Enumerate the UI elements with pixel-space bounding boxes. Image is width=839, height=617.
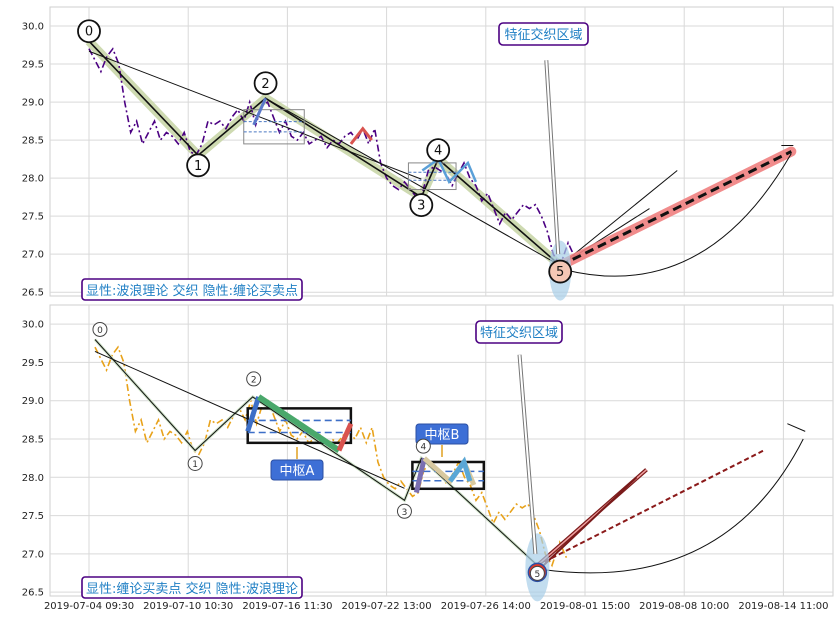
legend-text: 显性:波浪理论 交织 隐性:缠论买卖点 [86,283,298,299]
projection-line [559,150,792,267]
zig-segment [413,457,427,494]
wave-label: 0 [97,326,103,336]
zig-segment [448,456,473,483]
zig-segment [349,126,373,145]
y-tick-label: 28.5 [22,136,44,147]
y-tick-label: 26.5 [22,588,44,599]
trend-line [265,97,561,267]
zig-segment [336,422,354,452]
wave-label: 2 [261,77,269,92]
y-tick-label: 30.0 [22,320,44,331]
projection-line [536,449,765,567]
legend-box [81,278,303,301]
wave-label: 0 [85,25,93,40]
zig-segment [245,396,261,433]
zig-segment [421,157,478,185]
callout-arrow-inner [518,354,537,554]
wave-label: 5 [535,570,541,580]
wave-label: 1 [194,159,202,174]
y-tick-label: 29.5 [22,358,44,369]
wave-label: 2 [251,375,257,385]
zig-segment [252,97,267,126]
y-tick-label: 29.0 [22,396,44,407]
x-tick-label: 2019-08-01 15:00 [540,601,630,612]
wave-label-circle [529,565,545,581]
x-tick-label: 2019-07-04 09:30 [44,601,134,612]
fan-line [559,170,678,266]
x-tick-label: 2019-07-10 10:30 [143,601,233,612]
pivot-box [243,109,305,145]
pivot-label-a-bg [270,459,324,481]
callout-text: 特征交织区域 [504,27,582,43]
y-tick-label: 28.5 [22,435,44,446]
wave-label: 4 [434,144,442,159]
y-tick-label: 27.0 [22,250,44,261]
pivot-label-b: 中枢B [425,428,460,443]
wave-label-circle [415,438,431,454]
wave-label-circle [409,193,434,218]
wave-label-circle [246,371,262,387]
wave-label-circle [186,153,211,178]
wave-label-circle [426,138,451,163]
wave-label: 4 [420,443,426,453]
y-tick-label: 27.5 [22,212,44,223]
legend-box [81,576,303,599]
y-tick-label: 27.0 [22,549,44,560]
wave-label-circle [396,503,412,519]
projection-arc [564,153,792,277]
callout-box [475,320,563,344]
legend-text: 显性:缠论买卖点 交织 隐性:波浪理论 [86,581,298,597]
wave-label: 5 [556,265,564,280]
x-tick-label: 2019-08-08 10:00 [639,601,729,612]
y-tick-label: 30.0 [22,22,44,33]
pivot-label-a: 中枢A [280,464,315,479]
callout-text: 特征交织区域 [480,325,558,341]
wave-label-circle [253,71,278,96]
wave-label-circle [77,19,101,44]
wave-label-circle [92,321,108,337]
wave-line [94,339,538,566]
wave-label-circle [548,259,573,284]
wave-label: 3 [402,508,408,518]
callout-box [498,22,589,46]
wave-label-circle [187,456,203,471]
fan-line [540,476,638,569]
callout-arrow-inner [545,60,560,255]
y-tick-label: 26.5 [22,288,44,299]
wave-line [88,40,561,267]
y-tick-label: 28.0 [22,174,44,185]
zig-segment [256,394,341,453]
arc-tick [787,423,806,432]
projection-arc [541,438,804,574]
x-tick-label: 2019-07-16 11:30 [242,601,332,612]
y-tick-label: 29.0 [22,98,44,109]
x-tick-label: 2019-07-26 14:00 [441,601,531,612]
y-tick-label: 29.5 [22,60,44,71]
pivot-box [411,460,486,491]
x-tick-label: 2019-07-22 13:00 [342,601,432,612]
wave-label: 3 [417,199,425,214]
trend-line [88,50,422,180]
y-tick-label: 28.0 [22,473,44,484]
x-tick-label: 2019-08-14 11:00 [738,601,828,612]
y-tick-label: 27.5 [22,511,44,522]
pivot-label-b-bg [415,423,469,445]
wave-label: 1 [192,460,198,470]
